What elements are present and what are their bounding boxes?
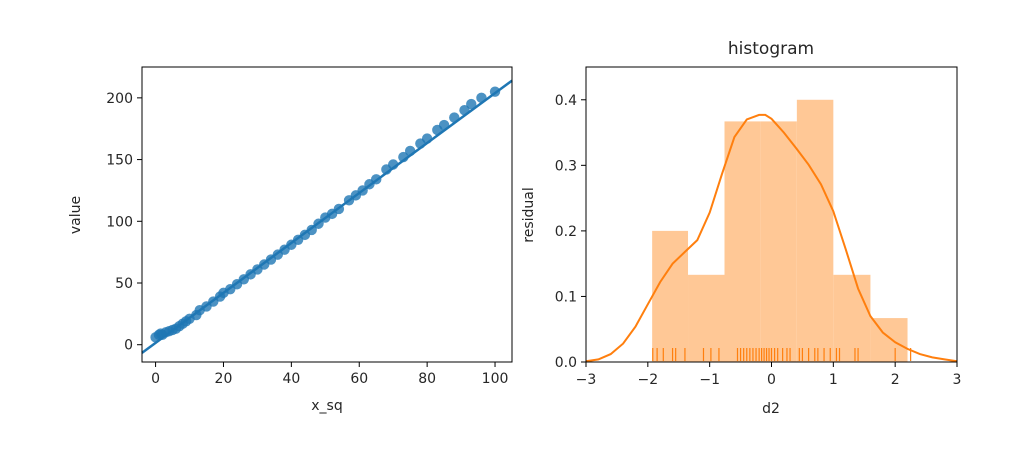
regression-x-tick-label: 0	[151, 371, 160, 387]
scatter-point	[333, 203, 345, 215]
regression-x-label: x_sq	[311, 398, 342, 414]
histogram-plot: histogram −3 −2 −1 0 1 2 3 0.0 0.1 0.2 0.3 0.4 d2 r…	[521, 39, 961, 417]
histogram-y-tick-label: 0.3	[555, 158, 577, 174]
histogram-bar	[796, 99, 834, 363]
histogram-y-label: residual	[521, 187, 537, 242]
scatter-point	[466, 98, 477, 110]
kde-curve	[585, 113, 958, 363]
histogram-x-tick-label: −3	[576, 372, 597, 388]
regression-y-tick-label: 150	[106, 153, 133, 169]
histogram-x-tick-label: 0	[767, 372, 776, 388]
histogram-y-tick-label: 0.0	[555, 355, 577, 371]
scatter-point	[306, 224, 317, 236]
regression-ticks: 0 20 40 60 80 100 0 50 100 150 200	[106, 91, 508, 387]
regression-x-tick-label: 60	[350, 371, 368, 387]
histogram-bar	[652, 230, 689, 362]
histogram-ticks: −3 −2 −1 0 1 2 3 0.0 0.1 0.2 0.3 0.4	[555, 93, 962, 388]
scatter-point	[371, 174, 382, 185]
regression-x-tick-label: 20	[215, 371, 233, 387]
scatter-point	[398, 151, 409, 163]
histogram-marks	[585, 99, 958, 363]
histogram-y-tick-label: 0.1	[555, 289, 577, 305]
histogram-x-tick-label: −1	[699, 372, 720, 388]
regression-y-tick-label: 200	[106, 91, 133, 107]
scatter-point	[438, 119, 450, 131]
histogram-x-label: d2	[762, 401, 780, 417]
histogram-y-tick-label: 0.2	[555, 224, 577, 240]
regression-x-tick-label: 80	[418, 371, 436, 387]
regression-plot: 0 20 40 60 80 100 0 50 100 150 200 x_sq value	[68, 66, 513, 414]
regression-x-tick-label: 40	[282, 371, 300, 387]
scatter-point	[313, 218, 324, 229]
regression-axes-frame	[141, 66, 513, 363]
scatter-point	[459, 105, 470, 116]
regression-y-tick-label: 100	[106, 214, 133, 230]
histogram-x-tick-label: −2	[638, 372, 659, 388]
histogram-bar	[760, 121, 797, 363]
histogram-bar	[724, 121, 761, 363]
histogram-y-tick-label: 0.4	[555, 93, 577, 109]
regression-y-label: value	[68, 196, 84, 234]
regression-x-tick-label: 100	[482, 371, 509, 387]
regression-y-tick-label: 0	[124, 338, 133, 354]
regression-marks	[141, 79, 513, 354]
scatter-point	[387, 159, 399, 170]
histogram-x-tick-label: 1	[829, 372, 838, 388]
histogram-title: histogram	[728, 39, 814, 59]
histogram-x-tick-label: 2	[891, 372, 900, 388]
histogram-bar	[688, 274, 725, 362]
histogram-x-tick-label: 3	[953, 372, 962, 388]
scatter-point	[404, 145, 416, 157]
scatter-point	[476, 92, 487, 104]
scatter-point	[489, 86, 501, 97]
histogram-bar	[833, 274, 871, 362]
scatter-point	[421, 133, 433, 144]
scatter-point	[357, 185, 368, 196]
regression-y-tick-label: 50	[115, 276, 133, 292]
scatter-point	[449, 112, 460, 123]
